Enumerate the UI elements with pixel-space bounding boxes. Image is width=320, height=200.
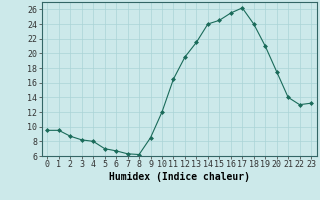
X-axis label: Humidex (Indice chaleur): Humidex (Indice chaleur) bbox=[109, 172, 250, 182]
